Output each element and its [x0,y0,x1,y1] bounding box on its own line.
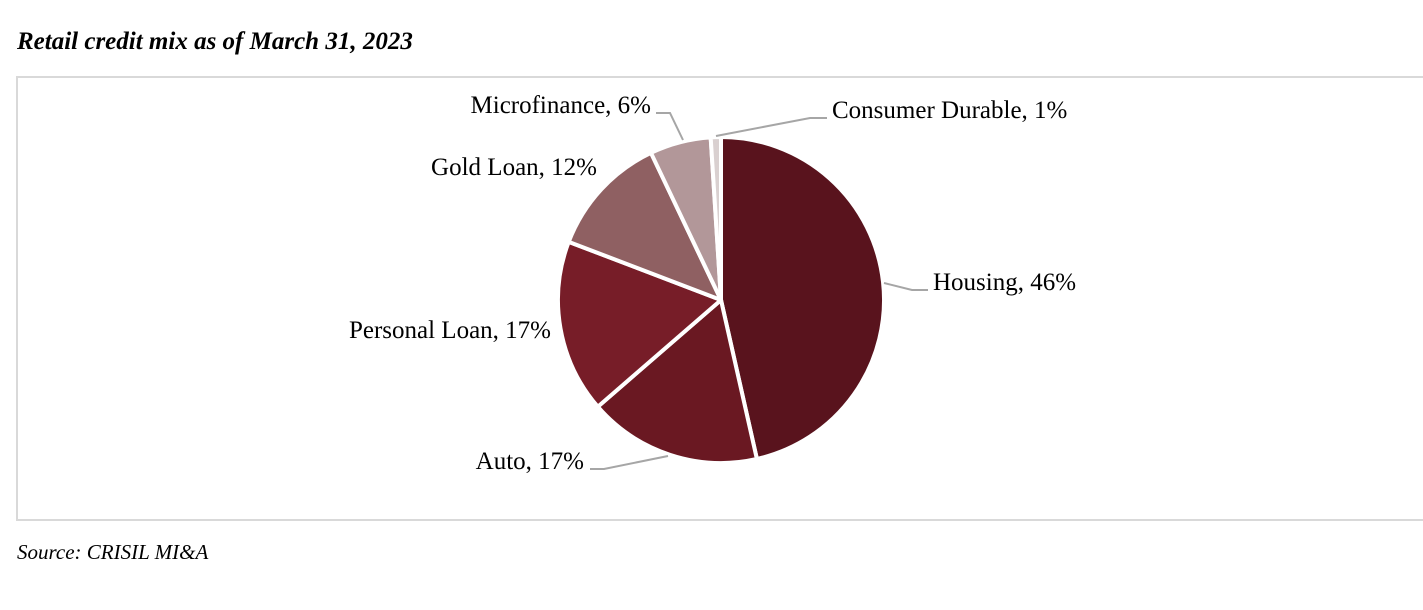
slice-label-microfinance: Microfinance, 6% [471,92,651,119]
pie-slice-personal-loan [556,239,723,409]
leader-line-consumer-durable [715,117,827,137]
pie-slice-gold-loan [566,150,723,302]
pie-slice-auto [595,298,759,465]
pie-slice-consumer-durable [708,135,723,302]
slice-label-auto: Auto, 17% [476,448,584,475]
pie-slices [556,135,887,465]
chart-title: Retail credit mix as of March 31, 2023 [17,28,413,55]
slice-label-housing: Housing, 46% [933,269,1076,296]
slice-label-personal-loan: Personal Loan, 17% [349,317,551,344]
source-note: Source: CRISIL MI&A [17,540,209,564]
slice-label-gold-loan: Gold Loan, 12% [431,154,597,181]
pie-slice-housing [719,135,887,461]
leader-line-microfinance [656,112,684,141]
leader-lines [590,112,928,470]
leader-line-auto [590,455,669,470]
slice-labels: Housing, 46% Auto, 17% Personal Loan, 17% G… [349,92,1076,475]
leader-line-housing [883,282,928,291]
slice-label-consumer-durable: Consumer Durable, 1% [832,97,1067,124]
